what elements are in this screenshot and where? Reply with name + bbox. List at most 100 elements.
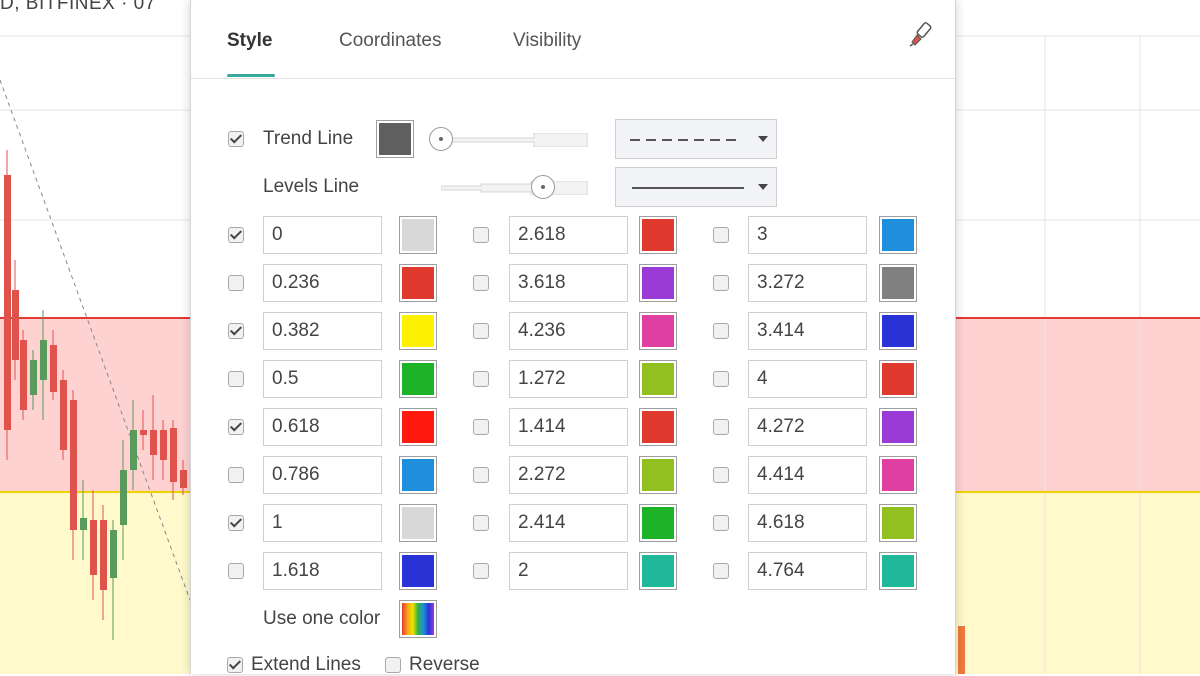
- level-value-input[interactable]: [263, 408, 382, 446]
- level-color-swatch[interactable]: [879, 264, 917, 302]
- level-value-input[interactable]: [263, 264, 382, 302]
- level-value-input[interactable]: [509, 504, 628, 542]
- level-checkbox[interactable]: [473, 323, 489, 339]
- level-color-swatch[interactable]: [399, 312, 437, 350]
- level-color-swatch[interactable]: [639, 312, 677, 350]
- level-color-swatch[interactable]: [399, 360, 437, 398]
- level-checkbox[interactable]: [473, 419, 489, 435]
- use-one-color-swatch[interactable]: [399, 600, 437, 638]
- tab-visibility[interactable]: Visibility: [513, 30, 582, 51]
- level-color-swatch[interactable]: [639, 360, 677, 398]
- level-color-fill: [642, 507, 674, 539]
- level-value-input[interactable]: [748, 264, 867, 302]
- level-checkbox[interactable]: [228, 419, 244, 435]
- level-value-input[interactable]: [263, 312, 382, 350]
- level-value-input[interactable]: [509, 456, 628, 494]
- trend-line-color-swatch[interactable]: [376, 120, 414, 158]
- trend-line-style-select[interactable]: [615, 119, 777, 159]
- level-value-input[interactable]: [263, 456, 382, 494]
- level-checkbox[interactable]: [473, 515, 489, 531]
- level-color-swatch[interactable]: [879, 552, 917, 590]
- tab-style[interactable]: Style: [227, 30, 273, 51]
- level-value-input[interactable]: [509, 552, 628, 590]
- level-checkbox[interactable]: [713, 467, 729, 483]
- level-checkbox[interactable]: [473, 371, 489, 387]
- trend-line-color-fill: [379, 123, 411, 155]
- level-value-input[interactable]: [748, 408, 867, 446]
- level-color-swatch[interactable]: [639, 408, 677, 446]
- level-color-swatch[interactable]: [399, 456, 437, 494]
- level-checkbox[interactable]: [713, 371, 729, 387]
- level-color-fill: [882, 555, 914, 587]
- level-value-input[interactable]: [509, 360, 628, 398]
- level-checkbox[interactable]: [228, 515, 244, 531]
- slider-thumb[interactable]: [429, 127, 453, 151]
- reverse-label: Reverse: [409, 654, 480, 675]
- reverse-checkbox[interactable]: [385, 657, 401, 673]
- level-checkbox[interactable]: [473, 275, 489, 291]
- level-color-swatch[interactable]: [399, 408, 437, 446]
- level-color-swatch[interactable]: [399, 216, 437, 254]
- level-value-input[interactable]: [748, 552, 867, 590]
- trend-line-checkbox[interactable]: [228, 131, 244, 147]
- candle-body: [170, 428, 177, 482]
- level-value-input[interactable]: [509, 216, 628, 254]
- level-checkbox[interactable]: [713, 227, 729, 243]
- level-color-fill: [882, 363, 914, 395]
- levels-line-style-select[interactable]: [615, 167, 777, 207]
- level-checkbox[interactable]: [228, 275, 244, 291]
- level-color-swatch[interactable]: [879, 504, 917, 542]
- level-color-swatch[interactable]: [639, 216, 677, 254]
- level-color-swatch[interactable]: [879, 216, 917, 254]
- level-checkbox[interactable]: [713, 563, 729, 579]
- level-value-input[interactable]: [509, 408, 628, 446]
- level-checkbox[interactable]: [228, 563, 244, 579]
- level-checkbox[interactable]: [228, 323, 244, 339]
- level-value-input[interactable]: [263, 552, 382, 590]
- level-color-swatch[interactable]: [639, 456, 677, 494]
- level-checkbox[interactable]: [713, 515, 729, 531]
- level-checkbox[interactable]: [473, 467, 489, 483]
- level-color-fill: [402, 411, 434, 443]
- level-color-swatch[interactable]: [879, 360, 917, 398]
- level-checkbox[interactable]: [713, 323, 729, 339]
- level-checkbox[interactable]: [473, 563, 489, 579]
- level-checkbox[interactable]: [713, 275, 729, 291]
- candle-body: [140, 430, 147, 435]
- level-color-swatch[interactable]: [639, 552, 677, 590]
- extend-lines-checkbox[interactable]: [227, 657, 243, 673]
- slider-track-shape: [440, 180, 588, 196]
- level-color-swatch[interactable]: [399, 504, 437, 542]
- level-color-swatch[interactable]: [399, 552, 437, 590]
- level-value-input[interactable]: [509, 264, 628, 302]
- level-checkbox[interactable]: [473, 227, 489, 243]
- level-color-swatch[interactable]: [399, 264, 437, 302]
- level-value-input[interactable]: [263, 360, 382, 398]
- level-checkbox[interactable]: [228, 467, 244, 483]
- level-checkbox[interactable]: [228, 227, 244, 243]
- fib-settings-dialog: Style Coordinates Visibility Trend Line …: [190, 0, 956, 675]
- level-value-input[interactable]: [748, 216, 867, 254]
- level-color-fill: [402, 267, 434, 299]
- levels-line-width-slider[interactable]: [440, 175, 589, 201]
- level-color-swatch[interactable]: [879, 312, 917, 350]
- level-color-fill: [882, 219, 914, 251]
- level-color-swatch[interactable]: [879, 456, 917, 494]
- slider-thumb[interactable]: [531, 175, 555, 199]
- tab-coordinates[interactable]: Coordinates: [339, 30, 442, 51]
- level-checkbox[interactable]: [713, 419, 729, 435]
- level-checkbox[interactable]: [228, 371, 244, 387]
- level-value-input[interactable]: [509, 312, 628, 350]
- level-color-swatch[interactable]: [879, 408, 917, 446]
- candle-body: [50, 345, 57, 392]
- level-value-input[interactable]: [748, 360, 867, 398]
- level-value-input[interactable]: [263, 504, 382, 542]
- level-value-input[interactable]: [263, 216, 382, 254]
- level-color-swatch[interactable]: [639, 504, 677, 542]
- level-value-input[interactable]: [748, 312, 867, 350]
- level-value-input[interactable]: [748, 504, 867, 542]
- level-color-swatch[interactable]: [639, 264, 677, 302]
- trend-line-width-slider[interactable]: [429, 127, 589, 153]
- template-brush-icon[interactable]: [907, 20, 935, 48]
- level-value-input[interactable]: [748, 456, 867, 494]
